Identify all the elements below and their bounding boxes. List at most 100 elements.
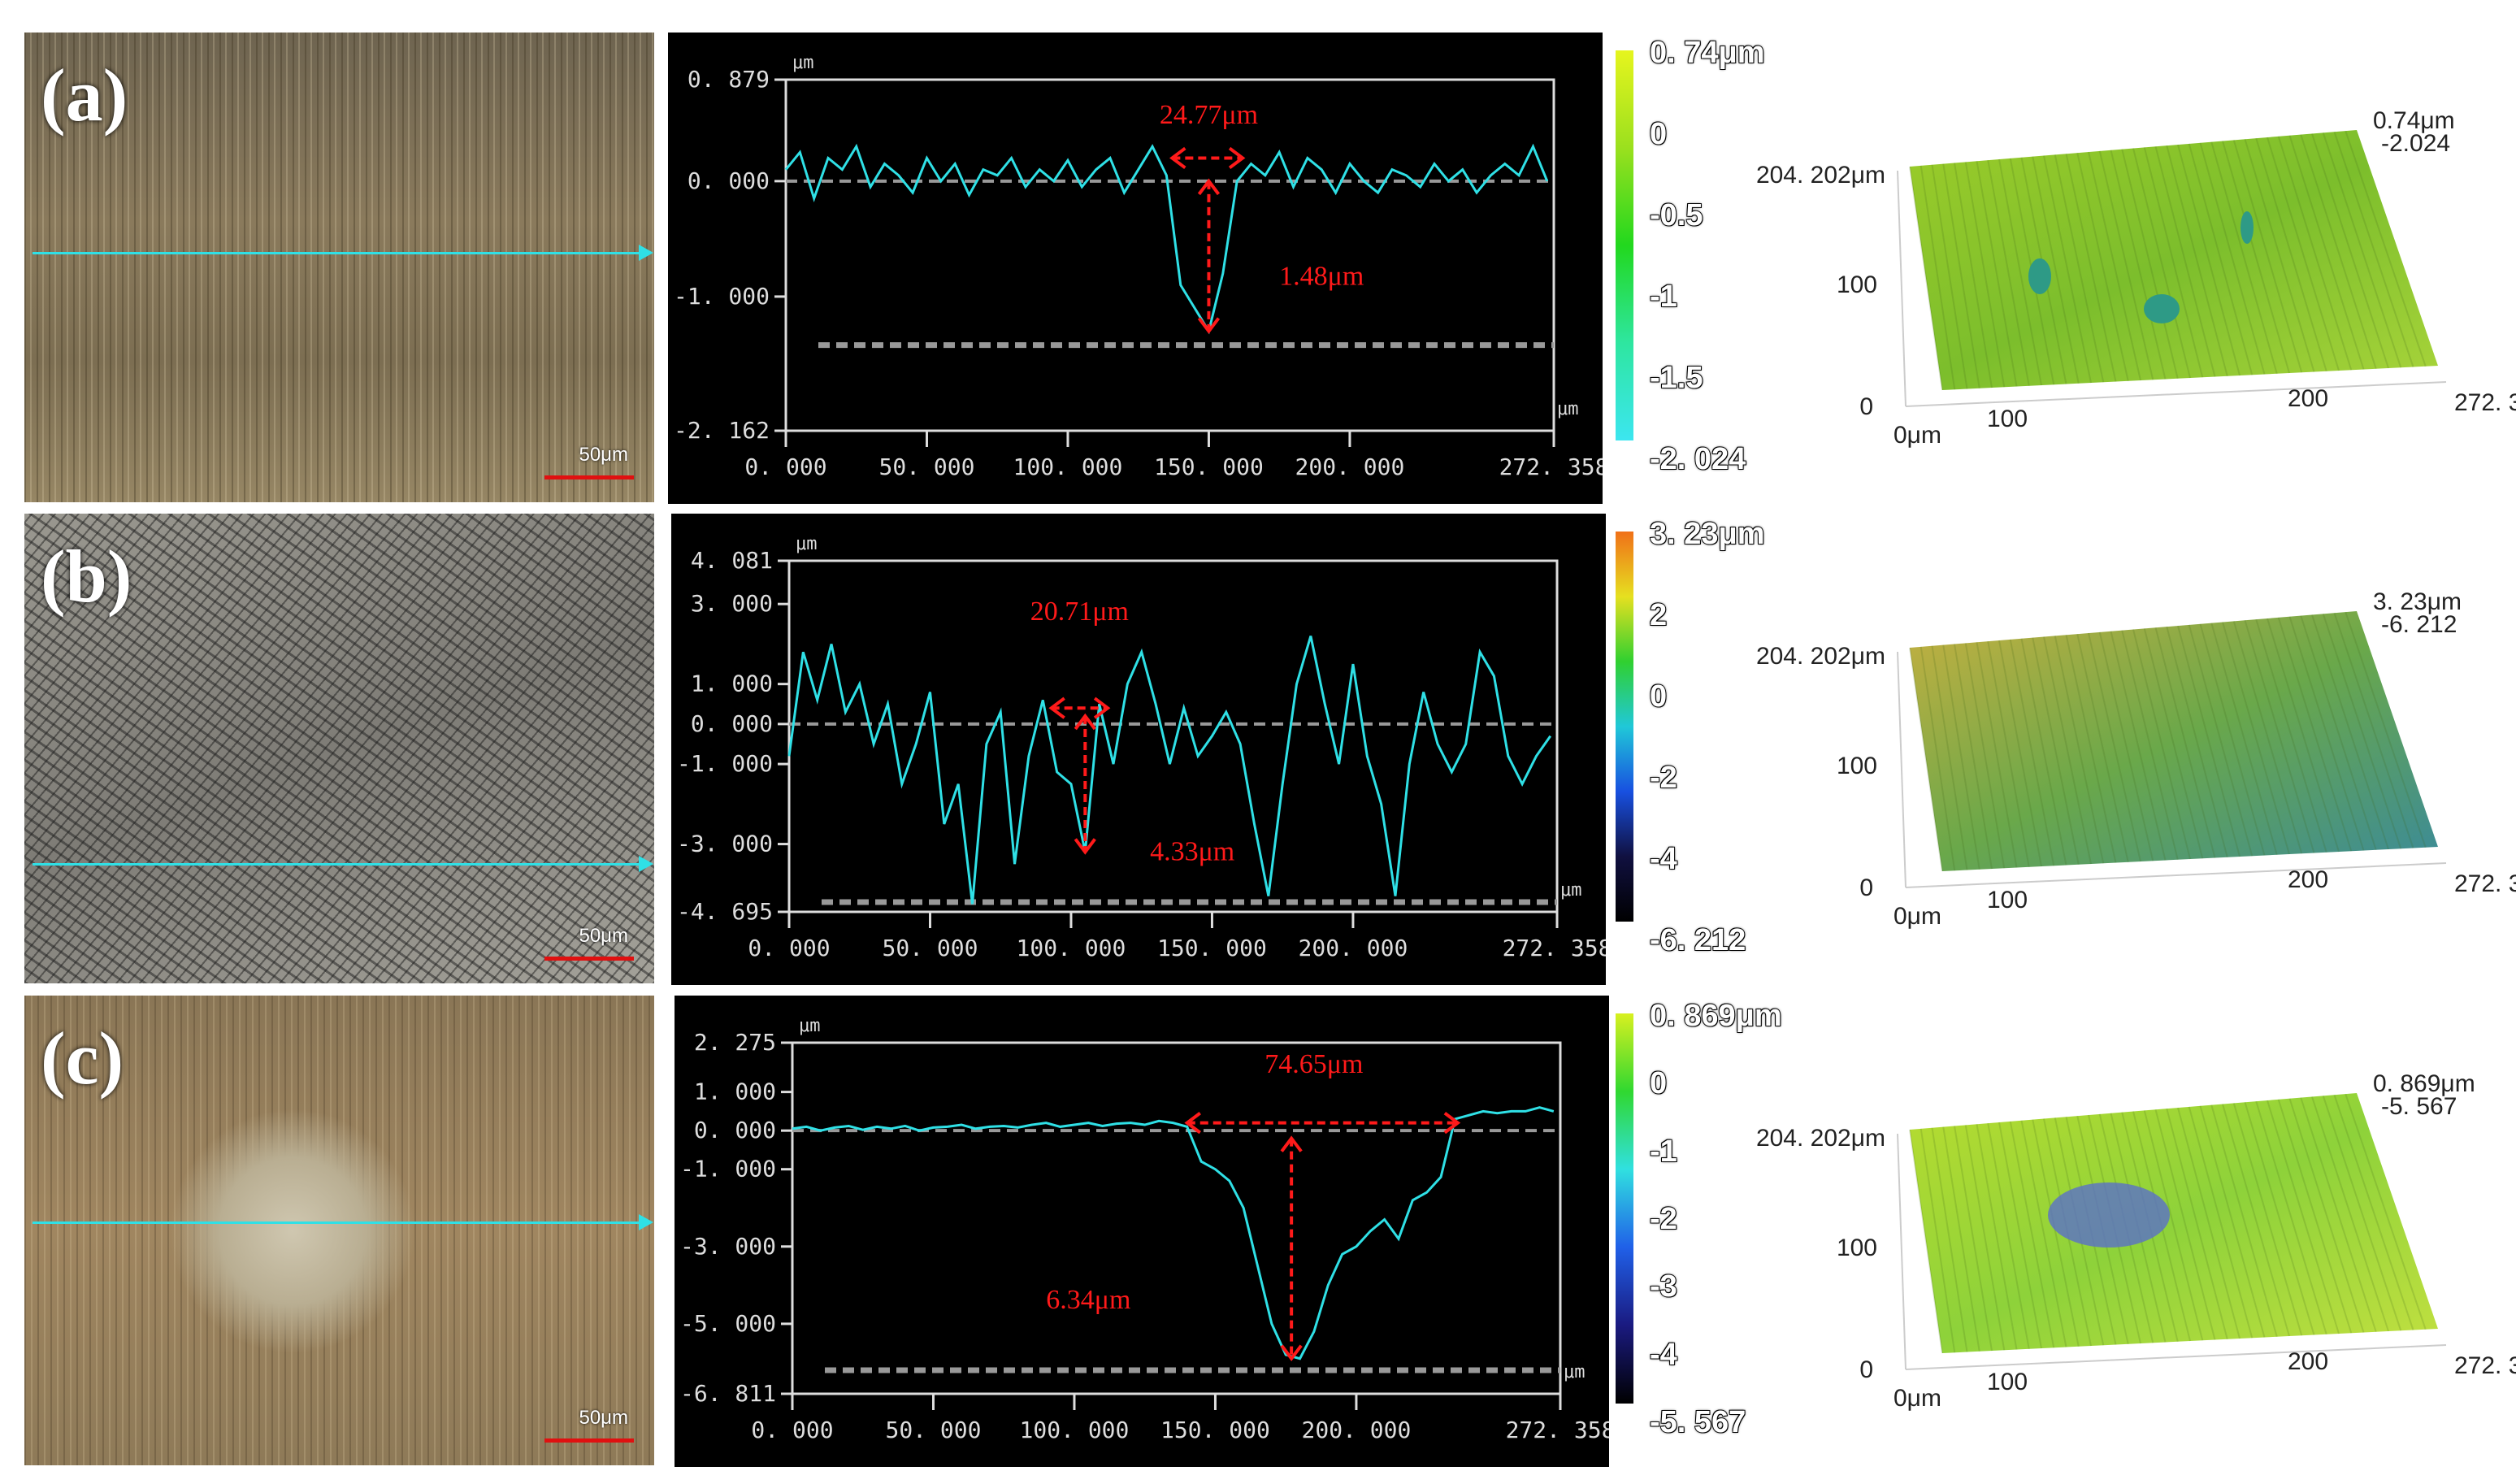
y-unit-label: μm [792, 53, 814, 73]
profile-line-arrow [33, 1214, 653, 1230]
y-tick-label: 4. 081 [691, 547, 773, 574]
surface-texture [2210, 623, 2278, 856]
profile-line [792, 1106, 1555, 1360]
surface-texture [1909, 166, 1943, 391]
y-unit-label: μm [796, 534, 818, 554]
depth-arrowheads [1074, 713, 1096, 855]
colorbar-tick-label: -1 [1649, 279, 1678, 315]
profile-line-arrow [33, 245, 653, 261]
surface-axis-label: 272. 358 [2454, 389, 2516, 416]
x-tick-label: 150. 000 [1160, 1417, 1270, 1443]
depth-label: 1.48μm [1279, 262, 1364, 292]
surface-axis-label: -2.024 [2381, 130, 2450, 157]
surface-texture [1987, 640, 2030, 867]
colorbar-tick-label: -1 [1649, 1134, 1678, 1169]
width-label: 20.71μm [1030, 597, 1129, 627]
surface-texture [1909, 1129, 1943, 1354]
surface-texture [2054, 154, 2105, 383]
y-tick-label: 1. 000 [691, 670, 773, 697]
surface-texture [2020, 638, 2067, 866]
surface-texture [2322, 1096, 2402, 1331]
colorbar-tick-label: 3. 23μm [1649, 516, 1766, 552]
plot-frame [791, 1041, 1562, 1395]
surface-texture [2267, 1100, 2340, 1334]
surface-texture [2277, 136, 2353, 371]
surface-texture [2054, 636, 2105, 864]
surface-texture [2255, 618, 2327, 853]
surface-texture [1964, 162, 2006, 388]
profile-line [784, 143, 1549, 335]
y-tick-label: -6. 811 [680, 1380, 776, 1407]
surface-texture [2143, 147, 2204, 378]
surface-axis-label: 100 [1837, 271, 1877, 298]
surface-texture [2009, 1121, 2055, 1348]
surface-texture [1954, 644, 1993, 870]
surface-texture [2345, 1093, 2427, 1330]
surface-texture [2032, 156, 2080, 384]
surface-texture [2267, 137, 2340, 371]
colorbar-tick-label: -4 [1649, 841, 1678, 877]
profile-line-arrow [33, 856, 653, 872]
y-axis [1897, 1133, 1907, 1370]
surface-texture [1954, 163, 1993, 388]
surface-texture [2098, 631, 2154, 861]
surface-texture [2199, 1105, 2266, 1338]
surface-axis-label: 204. 202μm [1756, 162, 1885, 189]
surface-axis-label: 0 [1859, 1356, 1873, 1383]
y-tick-label: 1. 000 [694, 1078, 776, 1105]
colorbar-tick-label: -4 [1649, 1337, 1678, 1373]
x-tick-label: 272. 358 [1499, 453, 1603, 480]
surface-texture [2300, 1097, 2377, 1333]
surface-texture [1998, 158, 2042, 386]
surface-texture [1998, 640, 2042, 867]
x-tick-label: 200. 000 [1302, 1417, 1412, 1443]
surface-texture [2345, 611, 2427, 848]
surface-axis-label: 0.74μm [2373, 107, 2455, 134]
surface-texture [2311, 614, 2389, 850]
x-tick-label: 0. 000 [744, 453, 826, 480]
depth-arrowheads [1280, 1135, 1303, 1362]
colorbar-tick-label: 0 [1649, 116, 1668, 152]
x-tick-label: 50. 000 [885, 1417, 981, 1443]
surface-axis-label: 0 [1859, 393, 1873, 420]
y-tick-label: 0. 000 [694, 1117, 776, 1143]
surface-texture [2277, 1099, 2353, 1334]
width-arrowheads [1169, 146, 1246, 170]
surface-texture [2177, 144, 2241, 376]
surface-axis-label: 100 [1837, 1234, 1877, 1261]
surface-texture [2333, 131, 2414, 367]
surface-texture [2121, 149, 2179, 379]
x-axis [1905, 381, 2447, 407]
x-tick-label: 100. 000 [1017, 935, 1126, 961]
x-tick-label: 0. 000 [751, 1417, 833, 1443]
colorbar-tick-label: 2 [1649, 597, 1668, 633]
surface-texture [2311, 133, 2389, 369]
pit-region [2048, 1182, 2170, 1248]
x-tick-label: 150. 000 [1154, 453, 1264, 480]
profile-chart-b: μm μm 4. 081 3. 000 1. 000 0. 000 -1. 000 -3. 0… [671, 514, 1606, 985]
surface-texture [2076, 152, 2129, 381]
surface-texture [2232, 621, 2303, 854]
surface-axis-label: 0μm [1894, 1385, 1941, 1412]
surface-texture [1976, 1124, 2018, 1350]
surface-texture [1964, 643, 2006, 869]
colorbar-a [1616, 50, 1633, 440]
colorbar-tick-label: -6. 212 [1649, 922, 1746, 958]
profile-chart-c: μm μm 2. 275 1. 000 0. 000 -1. 000 -3. 000 -5. … [675, 996, 1609, 1467]
surface-texture [2222, 1104, 2290, 1337]
y-tick-label: -2. 162 [674, 417, 770, 444]
surface-3d-a: 204. 202μm 100 0 0μm 100 200 272. 358 0.74μm-2.… [1756, 107, 2516, 449]
x-tick-label: 100. 000 [1020, 1417, 1130, 1443]
surface-texture [2199, 623, 2266, 856]
x-unit-label: μm [1564, 1362, 1586, 1382]
surface-texture [1964, 1125, 2006, 1351]
colorbar-tick-label: -2 [1649, 1201, 1678, 1237]
y-tick-label: 0. 000 [688, 167, 770, 194]
surface-texture [2166, 145, 2228, 377]
surface-texture [2277, 617, 2353, 852]
surface-texture [2345, 130, 2427, 367]
surface-texture [1931, 164, 1968, 389]
x-axis [1905, 1344, 2447, 1370]
surface-axis-label: -6. 212 [2381, 611, 2457, 638]
scale-bar-label: 50μm [579, 444, 628, 466]
